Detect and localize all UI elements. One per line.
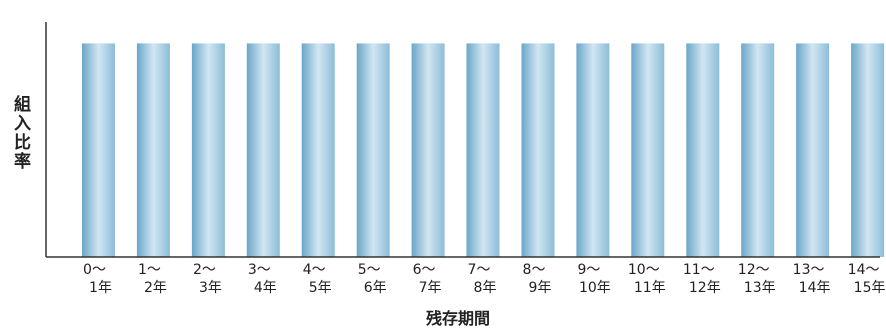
x-tick-label-12-line-1: 13年 (744, 280, 776, 296)
x-tick-label-11-line-0: 11〜 (683, 262, 715, 278)
x-tick-label-0-line-0: 0〜 (83, 262, 106, 278)
bar-2 (191, 43, 225, 258)
x-tick-label-9-line-1: 10年 (579, 280, 611, 296)
bar-8 (521, 43, 555, 258)
bar-14 (851, 43, 885, 258)
x-tick-label-13-line-1: 14年 (799, 280, 831, 296)
bars-group (82, 43, 885, 258)
x-tick-label-10-line-0: 10〜 (628, 262, 660, 278)
bar-5 (356, 43, 390, 258)
bar-6 (411, 43, 445, 258)
x-tick-label-2-line-1: 3年 (199, 280, 222, 296)
x-tick-label-7-line-0: 7〜 (468, 262, 491, 278)
x-tick-label-6-line-1: 7年 (419, 280, 442, 296)
x-tick-label-0-line-1: 1年 (89, 280, 112, 296)
x-tick-label-14-line-0: 14〜 (848, 262, 880, 278)
bar-3 (246, 43, 280, 258)
bar-13 (796, 43, 830, 258)
x-tick-label-10-line-1: 11年 (634, 280, 666, 296)
x-tick-label-8-line-1: 9年 (529, 280, 552, 296)
x-tick-label-4-line-0: 4〜 (303, 262, 326, 278)
x-tick-label-5-line-0: 5〜 (358, 262, 381, 278)
x-tick-label-3-line-0: 3〜 (248, 262, 271, 278)
x-tick-label-13-line-0: 13〜 (793, 262, 825, 278)
x-tick-label-7-line-1: 8年 (474, 280, 497, 296)
bar-7 (466, 43, 500, 258)
x-tick-label-14-line-1: 15年 (854, 280, 886, 296)
x-tick-label-1-line-0: 1〜 (138, 262, 161, 278)
bar-1 (136, 43, 170, 258)
x-tick-label-1-line-1: 2年 (144, 280, 167, 296)
bar-9 (576, 43, 610, 258)
x-tick-label-9-line-0: 9〜 (577, 262, 600, 278)
bar-4 (301, 43, 335, 258)
y-axis-label: 組入比率 (10, 94, 31, 171)
bar-12 (741, 43, 775, 258)
bar-11 (686, 43, 720, 258)
x-tick-label-3-line-1: 4年 (254, 280, 277, 296)
x-tick-label-8-line-0: 8〜 (523, 262, 546, 278)
x-tick-label-12-line-0: 12〜 (738, 262, 770, 278)
x-axis-label: 残存期間 (426, 309, 490, 328)
bar-10 (631, 43, 665, 258)
x-tick-label-2-line-0: 2〜 (193, 262, 216, 278)
x-tick-label-11-line-1: 12年 (689, 280, 721, 296)
x-tick-label-6-line-0: 6〜 (413, 262, 436, 278)
bar-0 (82, 43, 115, 258)
x-tick-labels: 0〜 1年 1〜 2年 2〜 3年 3〜 4年 4〜 5年 5〜 6年 6〜 7年 7〜 8年 8〜 9年 9〜 10… (83, 262, 885, 296)
x-tick-label-5-line-1: 6年 (364, 280, 387, 296)
x-tick-label-4-line-1: 5年 (309, 280, 332, 296)
